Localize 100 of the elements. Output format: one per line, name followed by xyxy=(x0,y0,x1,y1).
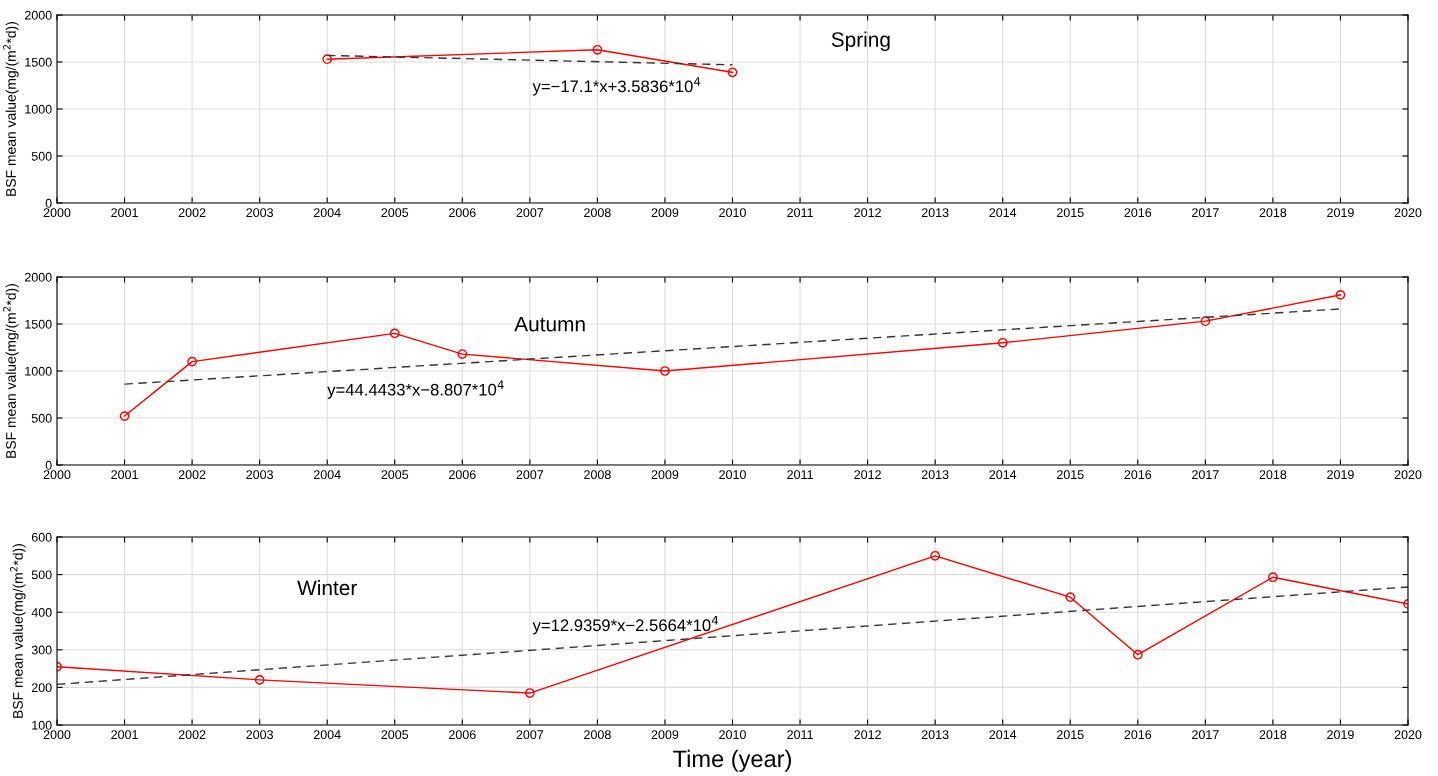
x-tick-label: 2005 xyxy=(381,208,409,218)
x-tick-label: 2002 xyxy=(178,730,206,740)
x-tick-label: 2014 xyxy=(989,470,1017,480)
y-axis-title: BSF mean value(mg/(m$^{2}$*d)) xyxy=(3,284,19,458)
point xyxy=(457,349,468,359)
point xyxy=(322,54,333,65)
x-tick-label: 2020 xyxy=(1394,730,1422,740)
x-tick-label: 2016 xyxy=(1124,208,1152,218)
point xyxy=(119,411,130,421)
x-tick-label: 2017 xyxy=(1192,730,1219,740)
x-tick-label: 2011 xyxy=(787,470,813,480)
x-tick-label: 2020 xyxy=(1394,470,1422,480)
y-axis-title: BSF mean value(mg/(m$^{2}$*d)) xyxy=(3,22,19,196)
x-tick-label: 2006 xyxy=(449,470,476,480)
point xyxy=(524,688,535,698)
x-tick-label: 2013 xyxy=(921,470,949,480)
x-tick-label: 2016 xyxy=(1124,470,1152,480)
x-tick-label: 2001 xyxy=(111,470,138,480)
point xyxy=(1200,316,1211,327)
x-tick-label: 2009 xyxy=(651,730,679,740)
point xyxy=(930,550,941,561)
x-tick-label: 2012 xyxy=(854,730,881,740)
x-tick-label: 2014 xyxy=(989,208,1017,218)
y-tick-label: 100 xyxy=(32,720,52,730)
x-tick-label: 2010 xyxy=(719,470,746,480)
x-tick-label: 2004 xyxy=(313,470,341,480)
x-tick-label: 2001 xyxy=(111,208,138,218)
y-tick-label: 2000 xyxy=(24,272,52,282)
y-tick-label: 0 xyxy=(45,198,52,208)
point xyxy=(997,337,1008,348)
x-tick-label: 2018 xyxy=(1259,208,1287,218)
x-tick-label: 2013 xyxy=(921,208,949,218)
point xyxy=(187,356,197,367)
x-tick-label: 2009 xyxy=(651,470,679,480)
point xyxy=(1132,649,1143,660)
point xyxy=(727,67,738,78)
x-tick-label: 2002 xyxy=(178,470,206,480)
x-tick-label: 2006 xyxy=(449,208,476,218)
x-tick-label: 2008 xyxy=(584,470,611,480)
y-tick-label: 400 xyxy=(31,608,52,617)
y-tick-label: 300 xyxy=(31,645,52,655)
annotation: Spring xyxy=(831,31,890,52)
point xyxy=(592,44,603,55)
x-tick-label: 2003 xyxy=(246,208,274,218)
x-tick-label: 2017 xyxy=(1192,208,1219,218)
x-tick-label: 2008 xyxy=(584,208,611,218)
x-tick-label: 2011 xyxy=(787,730,813,740)
x-tick-label: 2014 xyxy=(989,730,1017,740)
x-tick-label: 2010 xyxy=(719,730,746,740)
x-tick-label: 2012 xyxy=(854,208,881,218)
point xyxy=(1065,592,1076,603)
y-tick-label: 1500 xyxy=(25,57,52,67)
y-tick-label: 1000 xyxy=(25,104,52,114)
point xyxy=(1335,289,1346,300)
x-tick-label: 2008 xyxy=(584,730,611,740)
x-tick-label: 2020 xyxy=(1394,208,1422,218)
x-tick-label: 2005 xyxy=(381,470,409,480)
x-tick-label: 2005 xyxy=(381,730,409,740)
y-tick-label: 500 xyxy=(31,413,52,423)
x-tick-label: 2011 xyxy=(787,208,813,218)
y-axis-title: BSF mean value(mg/(m$^{2}$*d)) xyxy=(10,544,26,718)
y-tick-label: 600 xyxy=(31,532,52,542)
x-tick-label: 2015 xyxy=(1056,730,1084,740)
x-tick-label: 2018 xyxy=(1259,470,1287,480)
y-tick-label: 2000 xyxy=(24,10,52,20)
point xyxy=(1268,572,1278,583)
x-tick-label: 2013 xyxy=(921,730,949,740)
annotation: y=44.4433*x−8.807*10$^{4}$ xyxy=(327,380,504,399)
x-tick-label: 2015 xyxy=(1056,470,1084,480)
y-tick-label: 200 xyxy=(31,683,52,693)
x-tick-label: 2007 xyxy=(516,208,544,218)
x-tick-label: 2015 xyxy=(1056,208,1084,218)
x-tick-label: 2007 xyxy=(516,470,544,480)
y-tick-label: 500 xyxy=(31,151,52,161)
x-tick-label: 2016 xyxy=(1124,730,1152,740)
x-tick-label: 2019 xyxy=(1327,730,1354,740)
x-tick-label: 2001 xyxy=(111,730,138,740)
annotation: Autumn xyxy=(514,316,585,332)
point xyxy=(254,675,265,685)
x-tick-label: 2019 xyxy=(1327,470,1354,480)
annotation: y=−17.1*x+3.5836*10$^{4}$ xyxy=(532,77,701,96)
x-tick-label: 2010 xyxy=(719,208,746,218)
x-tick-label: 2018 xyxy=(1259,730,1287,740)
y-tick-label: 0 xyxy=(45,460,52,470)
x-tick-label: 2019 xyxy=(1327,208,1354,218)
annotation: Winter xyxy=(297,579,357,596)
x-tick-label: 2004 xyxy=(313,730,341,740)
x-tick-label: 2009 xyxy=(651,208,679,218)
y-tick-label: 1000 xyxy=(25,366,52,376)
y-tick-label: 500 xyxy=(31,570,52,580)
x-tick-label: 2006 xyxy=(449,730,476,740)
x-tick-label: 2003 xyxy=(246,730,274,740)
point xyxy=(660,366,670,376)
x-tick-label: 2002 xyxy=(178,208,206,218)
y-tick-label: 1500 xyxy=(25,319,52,329)
x-tick-label: 2007 xyxy=(516,730,544,740)
x-tick-label: 2017 xyxy=(1192,470,1219,480)
x-axis-title: Time (year) xyxy=(673,749,791,772)
annotation: y=12.9359*x−2.5664*10$^{4}$ xyxy=(532,616,719,635)
x-tick-label: 2004 xyxy=(313,208,341,218)
